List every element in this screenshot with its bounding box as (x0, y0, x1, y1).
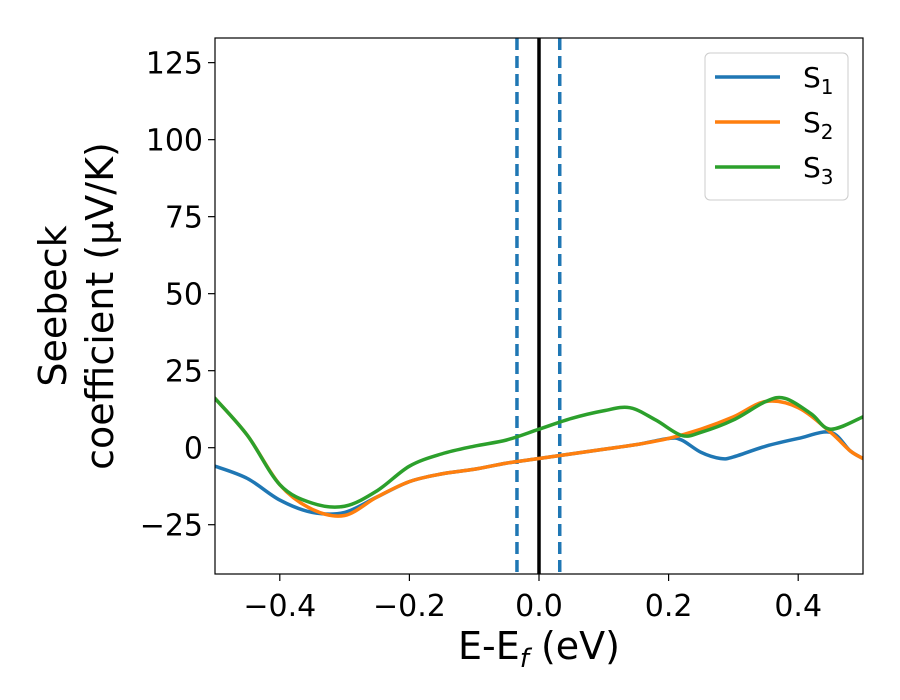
x-tick-label: −0.2 (373, 589, 446, 624)
legend: S1 S2 S3 (704, 52, 849, 201)
y-tick-label: 75 (165, 201, 203, 236)
y-tick-label: 100 (146, 124, 203, 159)
y-tick-label: 125 (146, 47, 203, 82)
y-axis-label-line2: coefficient (μV/K) (78, 142, 122, 470)
x-tick-label: 0.0 (515, 589, 563, 624)
x-axis: −0.4 −0.2 0.0 0.2 0.4 (243, 574, 822, 624)
x-axis-label: E-Ef (eV) (458, 624, 620, 674)
x-tick-label: 0.4 (774, 589, 822, 624)
series-line-s3 (215, 395, 863, 509)
y-axis-label: Seebeck coefficient (μV/K) (31, 142, 122, 470)
y-tick-label: −25 (140, 509, 203, 544)
vertical-lines (515, 38, 562, 574)
legend-label-s2: S2 (803, 106, 834, 144)
y-tick-label: 50 (165, 278, 203, 313)
x-axis-label-unit: (eV) (529, 624, 620, 668)
legend-label-s1: S1 (803, 61, 834, 99)
y-axis-label-line1: Seebeck (31, 225, 75, 386)
legend-box (704, 52, 849, 201)
y-axis: −25 0 25 50 75 100 125 (140, 47, 215, 544)
legend-label-s3: S3 (803, 151, 834, 189)
x-tick-label: −0.4 (243, 589, 316, 624)
series-lines (215, 395, 863, 518)
x-tick-label: 0.2 (645, 589, 693, 624)
y-tick-label: 25 (165, 355, 203, 390)
series-line-s2 (215, 396, 863, 518)
y-tick-label: 0 (184, 432, 203, 467)
x-axis-label-main: E-E (458, 624, 520, 668)
